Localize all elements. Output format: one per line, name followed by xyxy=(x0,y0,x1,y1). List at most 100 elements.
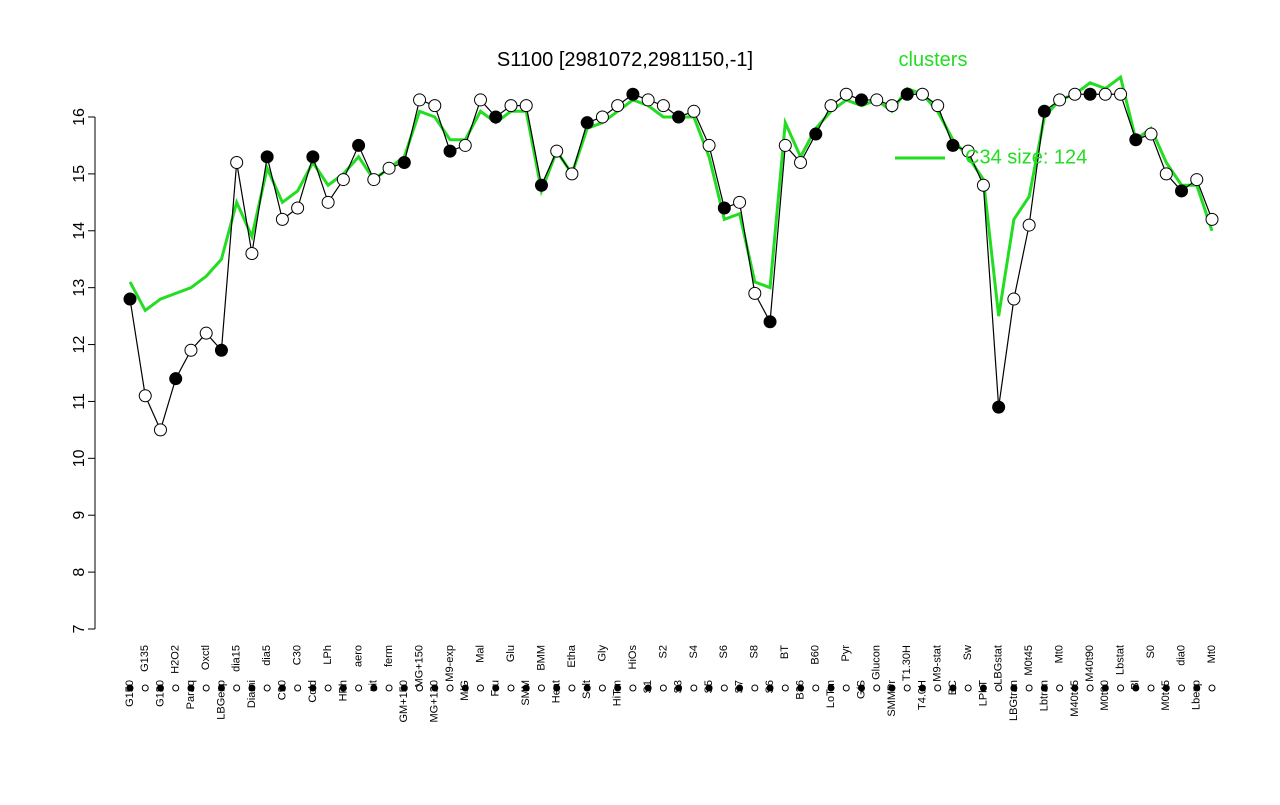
y-tick-label: 11 xyxy=(71,393,88,410)
category-marker xyxy=(1101,684,1109,692)
x-tick-label: H2O2 xyxy=(170,645,182,674)
category-marker xyxy=(324,684,332,692)
data-point xyxy=(306,150,320,164)
category-marker xyxy=(705,684,713,692)
data-point xyxy=(413,93,427,107)
data-point xyxy=(1083,87,1097,101)
data-point xyxy=(626,87,640,101)
x-tick-label: LBGstat xyxy=(993,645,1005,685)
data-point xyxy=(763,315,777,329)
category-marker xyxy=(629,684,637,692)
x-tick-label: M0t45 xyxy=(1023,645,1035,676)
x-tick-label: HiOs xyxy=(627,645,639,670)
x-tick-label: S8 xyxy=(749,645,761,658)
legend-title: clusters xyxy=(899,49,968,71)
x-tick-label: aero xyxy=(352,645,364,667)
data-point xyxy=(824,99,838,113)
category-marker xyxy=(248,684,256,692)
category-marker xyxy=(477,684,485,692)
data-point xyxy=(519,99,533,113)
x-tick-label: BMM xyxy=(535,645,547,671)
category-marker xyxy=(416,684,424,692)
data-point xyxy=(1144,127,1158,141)
category-marker xyxy=(949,684,957,692)
y-tick-label: 16 xyxy=(71,108,88,126)
data-point xyxy=(717,201,731,215)
category-marker xyxy=(1071,684,1079,692)
data-point xyxy=(961,144,975,158)
category-marker xyxy=(1147,684,1155,692)
category-marker xyxy=(1010,684,1018,692)
x-tick-label: Diami xyxy=(246,680,258,708)
x-tick-label: MG+120 xyxy=(429,680,441,723)
data-point xyxy=(1129,133,1143,147)
x-tick-label: Heat xyxy=(551,680,563,703)
category-marker xyxy=(309,684,317,692)
x-tick-label: Pyr xyxy=(840,645,852,662)
data-point xyxy=(687,104,701,118)
data-point xyxy=(336,173,350,187)
series-line xyxy=(129,93,1213,432)
category-marker xyxy=(736,684,744,692)
category-marker xyxy=(614,684,622,692)
data-point xyxy=(1022,218,1036,232)
x-tick-label: Oxctl xyxy=(200,645,212,670)
data-point xyxy=(809,127,823,141)
x-tick-label: Lbstat xyxy=(1114,645,1126,675)
data-point xyxy=(153,423,167,437)
category-marker xyxy=(156,684,164,692)
category-marker xyxy=(446,684,454,692)
data-point xyxy=(458,138,472,152)
data-point xyxy=(504,99,518,113)
data-point xyxy=(976,178,990,192)
category-marker xyxy=(644,684,652,692)
x-tick-label: dia5 xyxy=(261,645,273,666)
category-marker xyxy=(553,684,561,692)
category-marker xyxy=(141,684,149,692)
category-marker xyxy=(385,684,393,692)
data-point xyxy=(397,156,411,170)
x-tick-label: SMM xyxy=(520,680,532,706)
data-point xyxy=(672,110,686,124)
data-point xyxy=(214,343,228,357)
category-marker xyxy=(339,684,347,692)
x-tick-label: T4.0H xyxy=(916,680,928,710)
category-marker xyxy=(1056,684,1064,692)
x-tick-label: B60 xyxy=(810,645,822,665)
category-marker xyxy=(187,684,195,692)
x-tick-label: G150 xyxy=(124,680,136,707)
data-point xyxy=(992,400,1006,414)
data-point xyxy=(839,87,853,101)
data-point xyxy=(1159,167,1173,181)
data-point xyxy=(1098,87,1112,101)
x-tick-label: S4 xyxy=(688,645,700,658)
x-tick-label: Mal xyxy=(474,645,486,663)
x-tick-label: Glu xyxy=(505,645,517,662)
data-point xyxy=(245,247,259,261)
category-marker xyxy=(1178,684,1186,692)
category-marker xyxy=(507,684,515,692)
x-tick-label: G135 xyxy=(139,645,151,672)
category-marker xyxy=(126,684,134,692)
x-tick-label: S0 xyxy=(1145,645,1157,658)
y-tick-label: 10 xyxy=(71,449,88,467)
x-tick-label: LoTm xyxy=(825,680,837,708)
category-marker xyxy=(537,684,545,692)
data-point xyxy=(641,93,655,107)
category-marker xyxy=(781,684,789,692)
data-point xyxy=(580,116,594,130)
y-tick-label: 9 xyxy=(71,511,88,520)
data-point xyxy=(733,195,747,209)
category-marker xyxy=(812,684,820,692)
x-tick-label: Mt0 xyxy=(1206,645,1218,663)
data-point xyxy=(702,138,716,152)
category-marker xyxy=(370,684,378,692)
x-tick-label: M9-stat xyxy=(932,645,944,682)
data-point xyxy=(885,99,899,113)
category-marker xyxy=(278,684,286,692)
x-tick-label: ferm xyxy=(383,645,395,667)
data-point xyxy=(169,372,183,386)
category-marker xyxy=(964,684,972,692)
category-marker xyxy=(842,684,850,692)
